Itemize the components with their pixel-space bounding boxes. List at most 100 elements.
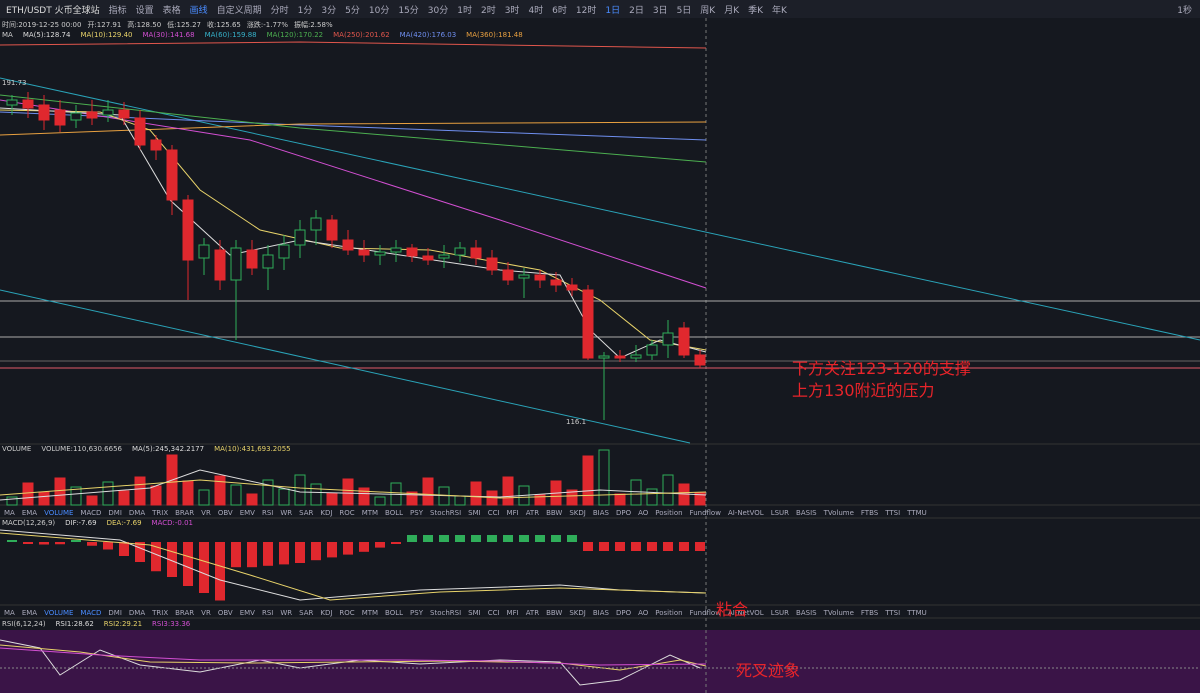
indicator-tab[interactable]: Fundflow <box>689 609 721 617</box>
indicator-tab[interactable]: BASIS <box>796 509 817 517</box>
indicator-tab[interactable]: DMI <box>108 609 122 617</box>
indicator-tab[interactable]: AO <box>638 509 649 517</box>
interval[interactable]: 15分 <box>398 5 419 16</box>
indicator-tab[interactable]: EMV <box>239 609 255 617</box>
indicator-tab[interactable]: Position <box>655 509 683 517</box>
toolbar-button[interactable]: 自定义周期 <box>216 5 262 16</box>
indicator-tab[interactable]: DMA <box>128 609 146 617</box>
indicator-tab[interactable]: BBW <box>546 609 563 617</box>
indicator-tab[interactable]: TRIX <box>152 609 169 617</box>
indicator-tab[interactable]: TVolume <box>823 609 854 617</box>
interval[interactable]: 2时 <box>480 5 496 16</box>
indicator-tab[interactable]: SMI <box>468 509 481 517</box>
interval[interactable]: 5日 <box>676 5 692 16</box>
interval[interactable]: 分时 <box>270 5 289 16</box>
indicator-tab[interactable]: DMA <box>128 509 146 517</box>
indicator-tab[interactable]: BIAS <box>592 609 609 617</box>
interval[interactable]: 1时 <box>457 5 472 16</box>
indicator-tab[interactable]: VOLUME <box>44 509 74 517</box>
indicator-tab[interactable]: Position <box>655 609 683 617</box>
indicator-tab[interactable]: BIAS <box>592 509 609 517</box>
indicator-tab[interactable]: VR <box>201 509 211 517</box>
indicator-tab[interactable]: MTM <box>361 509 379 517</box>
indicator-tab[interactable]: MA <box>4 609 15 617</box>
indicator-tab[interactable]: TRIX <box>152 509 169 517</box>
indicator-tab[interactable]: MA <box>4 509 15 517</box>
indicator-tab[interactable]: StochRSI <box>430 609 462 617</box>
indicator-tab[interactable]: FTBS <box>860 509 879 517</box>
indicator-tab[interactable]: SMI <box>468 609 481 617</box>
indicator-tab[interactable]: FTBS <box>860 609 879 617</box>
indicator-tab[interactable]: LSUR <box>770 509 790 517</box>
toolbar-button[interactable]: 画线 <box>189 5 208 16</box>
interval[interactable]: 1分 <box>297 5 313 16</box>
interval[interactable]: 5分 <box>345 5 360 16</box>
indicator-tab[interactable]: StochRSI <box>430 509 462 517</box>
interval[interactable]: 月K <box>724 5 740 16</box>
indicator-tab[interactable]: MACD <box>80 609 102 617</box>
indicator-tab[interactable]: PSY <box>410 509 423 517</box>
indicator-tab[interactable]: LSUR <box>770 609 790 617</box>
indicator-tab[interactable]: ROC <box>339 609 355 617</box>
indicator-tab[interactable]: PSY <box>410 609 423 617</box>
indicator-tab[interactable]: WR <box>280 609 293 617</box>
interval[interactable]: 10分 <box>368 5 390 16</box>
indicator-tab[interactable]: TTSI <box>885 509 901 517</box>
interval[interactable]: 6时 <box>552 5 567 16</box>
indicator-tab[interactable]: RSI <box>261 609 274 617</box>
interval[interactable]: 4时 <box>528 5 544 16</box>
interval[interactable]: 年K <box>772 5 787 16</box>
interval[interactable]: 12时 <box>575 5 597 16</box>
indicator-tab[interactable]: SAR <box>299 509 314 517</box>
toolbar-button[interactable]: 表格 <box>162 5 181 16</box>
indicator-tab[interactable]: ROC <box>339 509 355 517</box>
indicator-tab[interactable]: TVolume <box>823 509 854 517</box>
indicator-tab[interactable]: DPO <box>615 509 632 517</box>
indicator-tab[interactable]: AI-NetVOL <box>727 509 764 517</box>
indicator-tab[interactable]: MFI <box>506 509 519 517</box>
indicator-tab[interactable]: SKDJ <box>569 609 586 617</box>
indicator-tab[interactable]: ATR <box>525 509 540 517</box>
interval[interactable]: 1日 <box>605 5 621 16</box>
indicator-tab[interactable]: BRAR <box>175 509 195 517</box>
indicator-tab[interactable]: MTM <box>361 609 379 617</box>
indicator-tab[interactable]: CCI <box>487 609 500 617</box>
indicator-tab[interactable]: DMI <box>108 509 122 517</box>
interval[interactable]: 3时 <box>504 5 520 16</box>
toolbar-button[interactable]: 设置 <box>135 5 154 16</box>
indicator-tab[interactable]: AO <box>638 609 649 617</box>
indicator-tab[interactable]: TTMU <box>907 509 927 517</box>
indicator-tab[interactable]: BOLL <box>385 509 404 517</box>
interval[interactable]: 2日 <box>629 5 644 16</box>
indicator-tab[interactable]: EMV <box>239 509 255 517</box>
indicator-tab[interactable]: SAR <box>299 609 314 617</box>
indicator-tab[interactable]: KDJ <box>320 609 333 617</box>
indicator-tab[interactable]: TTSI <box>885 609 901 617</box>
indicator-tab[interactable]: TTMU <box>907 609 927 617</box>
indicator-tab[interactable]: BASIS <box>796 609 817 617</box>
interval[interactable]: 3分 <box>321 5 337 16</box>
indicator-tab[interactable]: EMA <box>21 609 38 617</box>
indicator-tab[interactable]: EMA <box>21 509 38 517</box>
indicator-tab[interactable]: WR <box>280 509 293 517</box>
pair[interactable]: ETH/USDT 火币全球站 <box>6 5 100 16</box>
interval[interactable]: 周K <box>700 5 716 16</box>
indicator-tab[interactable]: OBV <box>217 609 233 617</box>
interval[interactable]: 30分 <box>427 5 449 16</box>
indicator-tab[interactable]: MFI <box>506 609 519 617</box>
indicator-tab[interactable]: CCI <box>487 509 500 517</box>
indicator-tab[interactable]: VOLUME <box>44 609 74 617</box>
indicator-tab[interactable]: AI-NetVOL <box>727 609 764 617</box>
indicator-tab[interactable]: DPO <box>615 609 632 617</box>
indicator-tab[interactable]: MACD <box>80 509 102 517</box>
indicator-tab[interactable]: OBV <box>217 509 233 517</box>
indicator-tab[interactable]: RSI <box>261 509 274 517</box>
indicator-tab[interactable]: KDJ <box>320 509 333 517</box>
toolbar-button[interactable]: 指标 <box>108 5 127 16</box>
interval[interactable]: 季K <box>748 5 764 16</box>
indicator-tab[interactable]: BRAR <box>175 609 195 617</box>
indicator-tab[interactable]: Fundflow <box>689 509 721 517</box>
indicator-tab[interactable]: VR <box>201 609 211 617</box>
indicator-tab[interactable]: SKDJ <box>569 509 586 517</box>
toolbar-right[interactable]: 1秒 <box>1177 5 1192 16</box>
